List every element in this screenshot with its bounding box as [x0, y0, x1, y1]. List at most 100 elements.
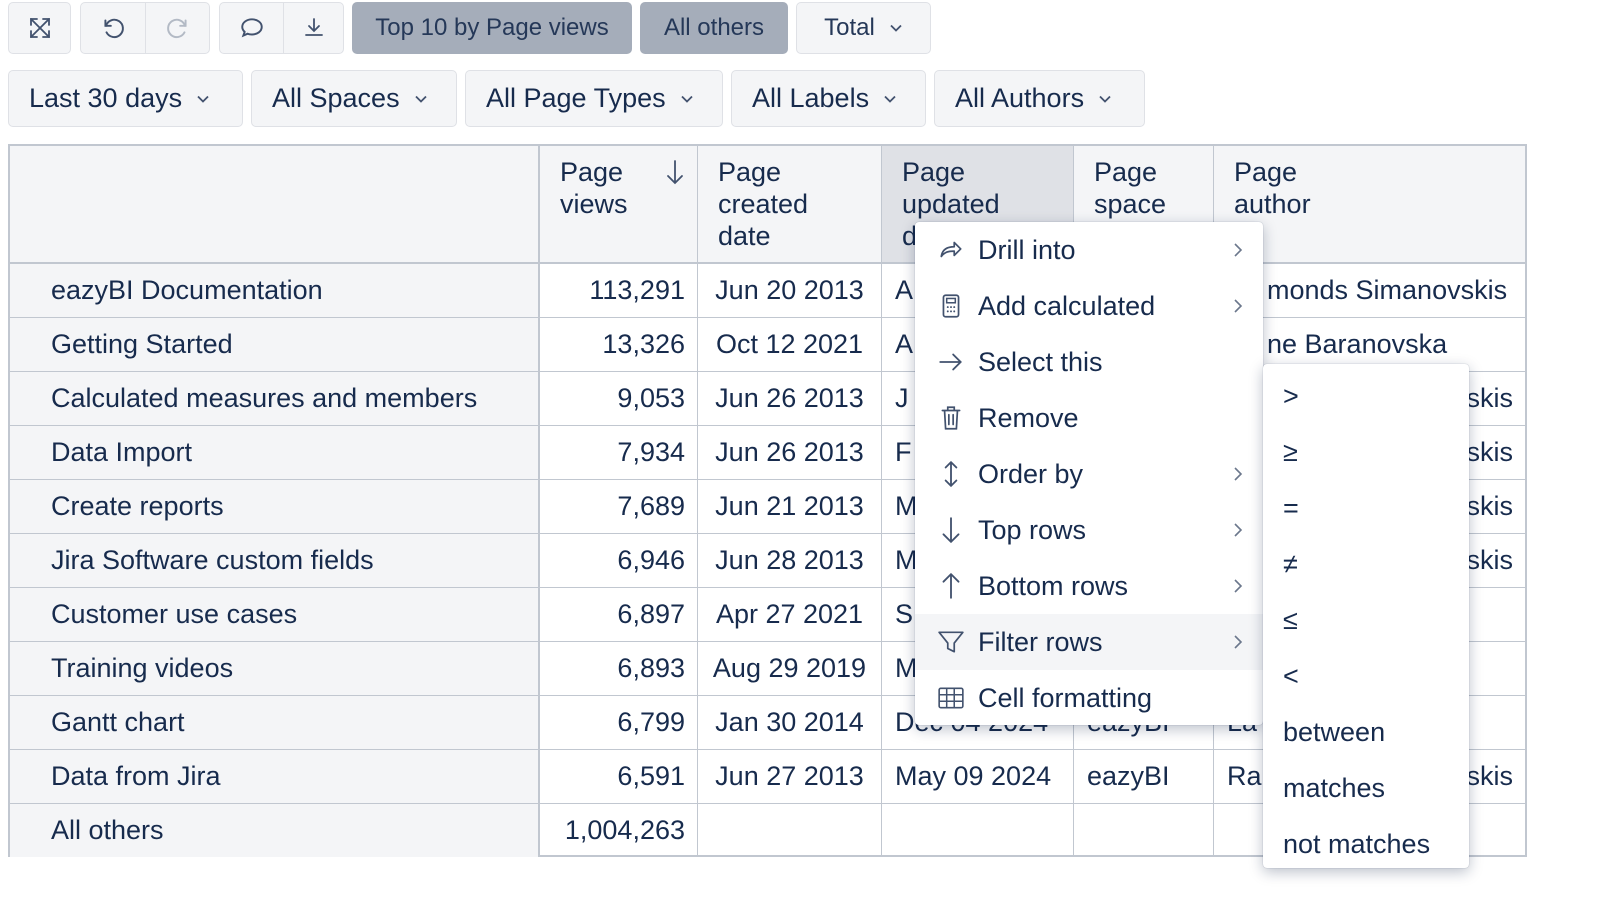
row-label[interactable]: Data Import: [10, 426, 540, 479]
chevron-down-icon: [890, 24, 902, 32]
all-others-toggle[interactable]: All others: [640, 2, 788, 54]
column-header-line: Page: [1234, 157, 1298, 187]
menu-item-order-by[interactable]: Order by: [915, 446, 1263, 502]
page-views-cell: 6,897: [540, 588, 698, 641]
row-label[interactable]: Jira Software custom fields: [10, 534, 540, 587]
filter-operator-option[interactable]: between: [1283, 717, 1386, 747]
filter-operator-option[interactable]: ≤: [1283, 605, 1298, 635]
chevron-right-icon: [1234, 635, 1243, 649]
row-label[interactable]: eazyBI Documentation: [10, 264, 540, 317]
created-date-cell: [698, 804, 882, 857]
menu-item-remove[interactable]: Remove: [915, 390, 1263, 446]
page-views-cell: 6,946: [540, 534, 698, 587]
sort-descending-icon[interactable]: [665, 159, 685, 187]
filter-operator-option[interactable]: ≥: [1283, 437, 1298, 467]
page-views-cell: 9,053: [540, 372, 698, 425]
filter-operator-option[interactable]: <: [1283, 661, 1299, 691]
row-label[interactable]: Getting Started: [10, 318, 540, 371]
chevron-down-icon: [884, 95, 896, 103]
total-dropdown[interactable]: Total: [796, 2, 931, 54]
redo-button[interactable]: [145, 3, 209, 53]
top10-toggle[interactable]: Top 10 by Page views: [352, 2, 632, 54]
created-date-cell: Jun 28 2013: [698, 534, 882, 587]
author-cell: skis: [1466, 491, 1514, 521]
undo-redo-group: [80, 2, 210, 54]
created-date-cell: Jun 26 2013: [698, 426, 882, 479]
column-header-line: created: [718, 189, 809, 219]
page-views-cell: 113,291: [540, 264, 698, 317]
filter-operator-option[interactable]: >: [1283, 381, 1299, 411]
row-label[interactable]: Gantt chart: [10, 696, 540, 749]
row-label[interactable]: Calculated measures and members: [10, 372, 540, 425]
author-cell-tail: skis: [1466, 761, 1514, 791]
author-cell: skis: [1466, 383, 1514, 413]
menu-item-top-rows[interactable]: Top rows: [915, 502, 1263, 558]
report-table: Page views Page created date Page update…: [8, 144, 1527, 857]
fullscreen-button[interactable]: [8, 2, 71, 54]
column-header-line: space: [1094, 189, 1167, 219]
row-label[interactable]: Training videos: [10, 642, 540, 695]
filter-operator-option[interactable]: matches: [1283, 773, 1386, 803]
menu-item-label: Order by: [978, 458, 1084, 489]
table-row[interactable]: Jira Software custom fields 6,946 Jun 28 2…: [10, 534, 1525, 588]
table-row[interactable]: Customer use cases 6,897 Apr 27 2021 S: [10, 588, 1525, 642]
menu-item-label: Select this: [978, 346, 1103, 377]
filter-icon: [937, 628, 965, 656]
table-icon: [937, 684, 965, 712]
menu-item-label: Bottom rows: [978, 570, 1129, 601]
filter-operator-option[interactable]: not matches: [1283, 829, 1431, 859]
row-label[interactable]: All others: [10, 804, 540, 857]
page-type-filter-label: All Page Types: [486, 83, 666, 113]
created-date-cell: Jun 21 2013: [698, 480, 882, 533]
total-label: Total: [824, 14, 875, 41]
filter-operator-option[interactable]: =: [1283, 493, 1299, 523]
chevron-down-icon: [197, 95, 209, 103]
menu-item-select-this[interactable]: Select this: [915, 334, 1263, 390]
column-header-page-views[interactable]: Page views: [540, 146, 698, 264]
column-header-line: Page: [718, 157, 782, 187]
menu-item-add-calculated[interactable]: Add calculated: [915, 278, 1263, 334]
label-filter-label: All Labels: [752, 83, 870, 113]
column-header-page-created-date[interactable]: Page created date: [698, 146, 882, 264]
created-date-cell: Jun 27 2013: [698, 750, 882, 803]
time-filter[interactable]: Last 30 days: [8, 70, 243, 127]
column-header-page-author[interactable]: Page author: [1214, 146, 1525, 264]
undo-button[interactable]: [81, 3, 145, 53]
menu-item-bottom-rows[interactable]: Bottom rows: [915, 558, 1263, 614]
menu-item-filter-rows[interactable]: Filter rows: [915, 614, 1263, 670]
top10-label: Top 10 by Page views: [375, 14, 609, 41]
author-filter[interactable]: All Authors: [934, 70, 1145, 127]
row-label[interactable]: Customer use cases: [10, 588, 540, 641]
table-row[interactable]: All others 1,004,263: [10, 804, 1525, 858]
arrow-right-icon: [937, 348, 965, 376]
table-row[interactable]: Calculated measures and members 9,053 Jun …: [10, 372, 1525, 426]
export-button[interactable]: [283, 3, 343, 53]
updated-date-cell: [882, 804, 1074, 857]
column-header-line: author: [1234, 189, 1311, 219]
column-header-page-updated-date[interactable]: Page updated d: [882, 146, 1074, 264]
comment-icon: [240, 18, 263, 38]
table-row[interactable]: Training videos 6,893 Aug 29 2019 M: [10, 642, 1525, 696]
page-type-filter[interactable]: All Page Types: [465, 70, 723, 127]
trash-icon: [937, 404, 965, 432]
menu-item-cell-formatting[interactable]: Cell formatting: [915, 670, 1263, 726]
comment-button[interactable]: [220, 3, 283, 53]
chevron-right-icon: [1234, 243, 1243, 257]
row-label[interactable]: Data from Jira: [10, 750, 540, 803]
calculator-icon: [937, 292, 965, 320]
comment-export-group: [219, 2, 344, 54]
menu-item-drill-into[interactable]: Drill into: [915, 222, 1263, 278]
undo-icon: [104, 18, 124, 39]
chevron-down-icon: [680, 95, 693, 103]
space-filter[interactable]: All Spaces: [251, 70, 457, 127]
label-filter[interactable]: All Labels: [731, 70, 926, 127]
row-label[interactable]: Create reports: [10, 480, 540, 533]
updated-date-cell: May 09 2024: [882, 750, 1074, 803]
author-cell: ne Baranovska: [1267, 329, 1448, 359]
table-row[interactable]: Data from Jira 6,591 Jun 27 2013 May 09 202…: [10, 750, 1525, 804]
filter-operator-option[interactable]: ≠: [1283, 549, 1298, 579]
